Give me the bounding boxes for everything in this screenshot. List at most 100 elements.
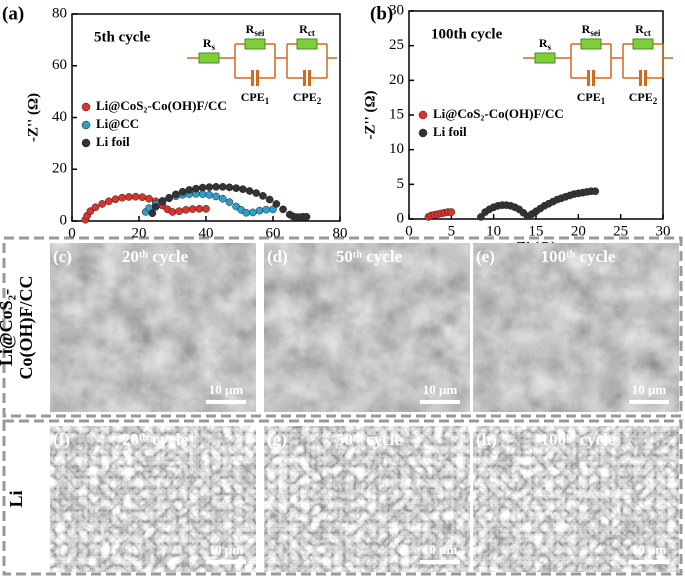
- panel-label: (h): [476, 430, 497, 449]
- row-label: Li@CoS₂-: [0, 289, 16, 366]
- data-point: [158, 197, 167, 206]
- circuit-label-sub: ct: [644, 28, 651, 38]
- capacitor-plate: [587, 70, 590, 86]
- circuit-label-sub: ct: [308, 28, 315, 38]
- legend-label: Li@CoS₂-Co(OH)F/CC: [433, 106, 564, 121]
- capacitor-plate: [644, 70, 647, 86]
- circuit-label-sub: s: [212, 42, 216, 52]
- y-tick-label: 60: [52, 57, 67, 73]
- circuit-label-main: CPE: [241, 90, 265, 104]
- x-tick-label: 60: [266, 225, 281, 241]
- circuit-label-main: R: [539, 36, 548, 50]
- data-point: [172, 190, 180, 199]
- capacitor-plate: [251, 70, 254, 86]
- x-tick-label: 0: [68, 225, 76, 241]
- legend-marker: [81, 138, 91, 148]
- resistor: [632, 38, 654, 50]
- panel-title: 100ᵗʰ cycle: [541, 430, 616, 449]
- data-point: [198, 190, 207, 198]
- x-tick-label: 0: [405, 223, 413, 239]
- y-tick-label: 5: [397, 176, 405, 192]
- data-point: [188, 205, 197, 213]
- panel-label: (d): [267, 247, 288, 266]
- data-point: [262, 205, 271, 214]
- data-point: [272, 200, 281, 208]
- data-point: [118, 193, 127, 202]
- data-point: [105, 197, 113, 206]
- data-point: [279, 205, 287, 214]
- circuit-label-main: R: [299, 22, 308, 36]
- data-point: [225, 198, 234, 206]
- y-tick-label: 30: [389, 2, 404, 18]
- data-point: [202, 204, 210, 213]
- data-point: [168, 208, 177, 216]
- y-axis-label: -Z'' (Ω): [25, 93, 41, 142]
- circuit-label-main: CPE: [629, 90, 653, 104]
- circuit-label: CPE2: [629, 90, 658, 106]
- data-point: [212, 182, 220, 191]
- circuit-label: CPE1: [241, 90, 270, 106]
- data-point: [178, 187, 187, 196]
- data-point: [232, 184, 240, 192]
- x-tick-label: 10: [486, 223, 501, 239]
- data-point: [205, 191, 214, 199]
- sem-image: [50, 243, 256, 412]
- x-tick-label: 20: [132, 225, 147, 241]
- capacitor-plate: [303, 70, 306, 86]
- circuit-label-sub: sei: [254, 28, 264, 38]
- legend-marker: [81, 120, 91, 130]
- circuit-label: Rct: [299, 22, 315, 38]
- data-point: [195, 204, 204, 213]
- capacitor-plate: [308, 70, 311, 86]
- data-point: [591, 187, 600, 196]
- panel-title: 20ᵗʰ cycle: [122, 247, 189, 266]
- scale-label: 10 μm: [209, 382, 244, 397]
- panel-label: (g): [267, 430, 287, 449]
- panel-title: 50ᵗʰ cycle: [336, 430, 403, 449]
- legend-marker: [418, 128, 428, 138]
- circuit-label-main: CPE: [293, 90, 317, 104]
- capacitor-plate: [592, 70, 595, 86]
- sem-image: [473, 243, 679, 412]
- data-point: [212, 192, 220, 201]
- legend-label: Li@CC: [96, 116, 139, 131]
- panel-label: (c): [53, 247, 72, 266]
- data-point: [175, 207, 184, 216]
- data-point: [185, 186, 194, 194]
- panel-label: (b): [370, 3, 393, 24]
- circuit-label: Rct: [635, 22, 651, 38]
- circuit-label: CPE2: [293, 90, 322, 106]
- legend-label: Li foil: [96, 134, 130, 149]
- panel-title: 20ᵗʰ cycle: [122, 430, 189, 449]
- data-point: [259, 192, 267, 200]
- circuit-label: Rs: [539, 36, 552, 52]
- x-tick-label: 30: [656, 223, 671, 239]
- x-tick-label: 80: [333, 225, 348, 241]
- x-tick-label: 40: [199, 225, 214, 241]
- scale-bar: [420, 560, 460, 564]
- sem-image: [264, 426, 470, 572]
- data-point: [302, 213, 311, 221]
- y-axis-label: -Z'' (Ω): [362, 90, 378, 139]
- circuit-label-main: CPE: [577, 90, 601, 104]
- scale-bar: [206, 560, 246, 564]
- y-tick-label: 0: [60, 212, 68, 228]
- data-point: [91, 203, 100, 212]
- data-point: [218, 194, 227, 203]
- data-point: [165, 193, 173, 202]
- data-point: [205, 183, 214, 191]
- data-point: [131, 192, 140, 201]
- scale-bar: [420, 400, 460, 404]
- data-point: [239, 185, 247, 194]
- data-point: [111, 195, 120, 204]
- sem-row-frame: [2, 236, 683, 418]
- y-tick-label: 25: [389, 37, 404, 53]
- row-label: Co(OH)F/CC: [16, 276, 37, 380]
- x-tick-label: 20: [571, 223, 586, 239]
- circuit-label: Rsei: [246, 22, 265, 38]
- panel-label: (e): [476, 247, 495, 266]
- y-tick-label: 80: [52, 5, 67, 21]
- data-point: [255, 206, 264, 215]
- resistor: [198, 52, 220, 64]
